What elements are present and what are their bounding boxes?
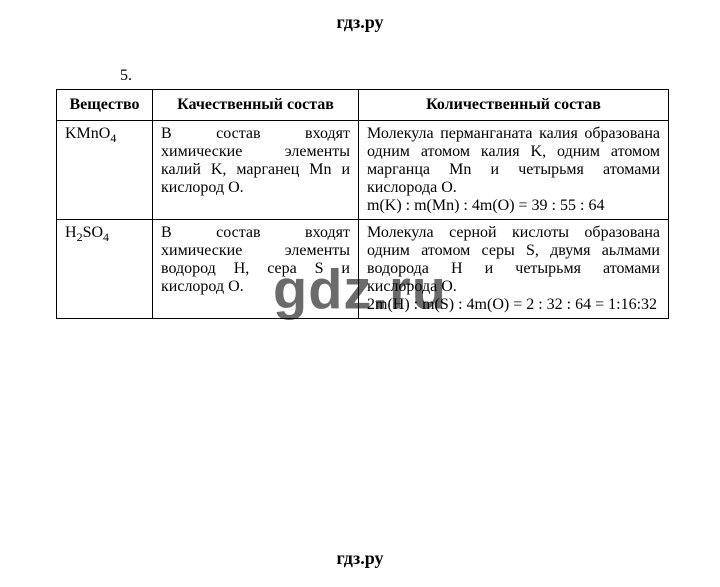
exercise-number: 5. [120, 67, 720, 85]
col-header-qualitative: Качественный состав [153, 90, 359, 121]
composition-table: Вещество Качественный состав Количествен… [56, 89, 669, 319]
col-header-substance: Вещество [57, 90, 153, 121]
quantitative-text: Молекула перманганата калия образована о… [367, 125, 660, 197]
quantitative-ratio: 2m(H) : m(S) : 4m(O) = 2 : 32 : 64 = 1:1… [367, 296, 660, 314]
quantitative-text: Молекула серной кислоты образована одним… [367, 224, 660, 296]
table-header-row: Вещество Качественный состав Количествен… [57, 90, 669, 121]
table-row: KMnO4 В состав входят химические элемент… [57, 121, 669, 220]
quantitative-ratio: m(K) : m(Mn) : 4m(O) = 39 : 55 : 64 [367, 197, 660, 215]
cell-substance: KMnO4 [57, 121, 153, 220]
cell-qualitative: В состав входят химические элементы кали… [153, 121, 359, 220]
site-logo-top: гдз.ру [0, 0, 720, 33]
table-row: H2SO4 В состав входят химические элемент… [57, 220, 669, 319]
cell-qualitative: В состав входят химические элементы водо… [153, 220, 359, 319]
cell-quantitative: Молекула перманганата калия образована о… [359, 121, 669, 220]
cell-substance: H2SO4 [57, 220, 153, 319]
cell-quantitative: Молекула серной кислоты образована одним… [359, 220, 669, 319]
site-logo-bottom: гдз.ру [0, 548, 720, 569]
col-header-quantitative: Количественный состав [359, 90, 669, 121]
